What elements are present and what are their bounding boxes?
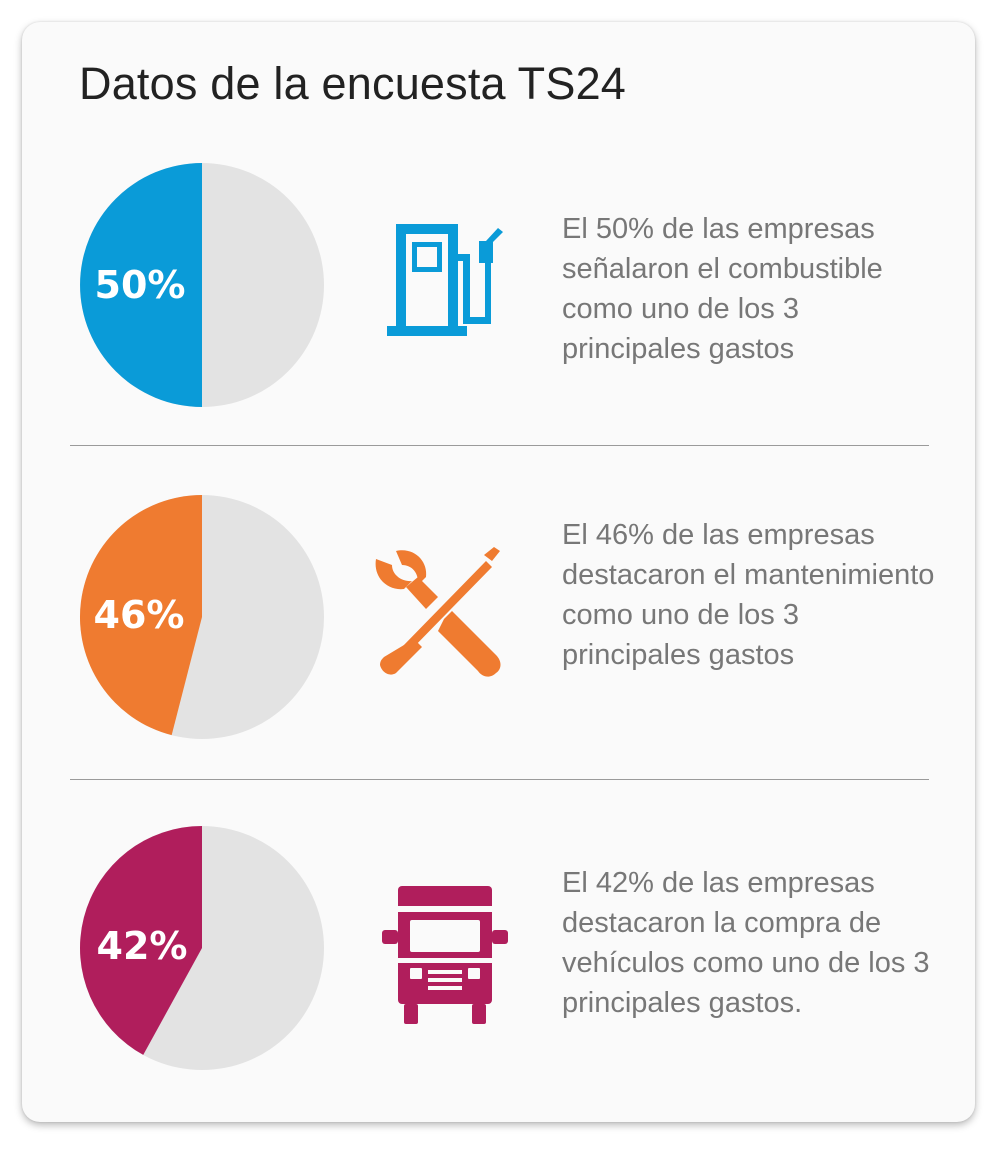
wrench-screwdriver-icon (375, 547, 501, 677)
pie-chart-fuel: 50% (80, 163, 324, 407)
pie-chart-maintenance: 46% (79, 495, 324, 739)
survey-card: Datos de la encuesta TS24 50% El 50% de … (22, 22, 975, 1122)
pie-label-maintenance: 46% (94, 593, 185, 637)
pie-slice-fuel (80, 163, 202, 407)
divider (70, 445, 929, 446)
stat-description-vehicles: El 42% de las empresas destacaron la com… (562, 867, 930, 1019)
page-title: Datos de la encuesta TS24 (79, 58, 627, 109)
pie-chart-vehicles: 42% (80, 826, 324, 1070)
divider (70, 779, 929, 780)
stat-description-maintenance: El 46% de las empresas destacaron el man… (562, 519, 935, 671)
fuel-pump-icon (387, 224, 503, 336)
stat-description-fuel: El 50% de las empresas señalaron el comb… (562, 213, 883, 365)
pie-slice-vehicles (80, 826, 202, 1055)
pie-slice-maintenance (79, 495, 202, 736)
truck-icon (382, 886, 508, 1024)
pie-label-vehicles: 42% (97, 924, 188, 968)
pie-label-fuel: 50% (95, 263, 186, 307)
